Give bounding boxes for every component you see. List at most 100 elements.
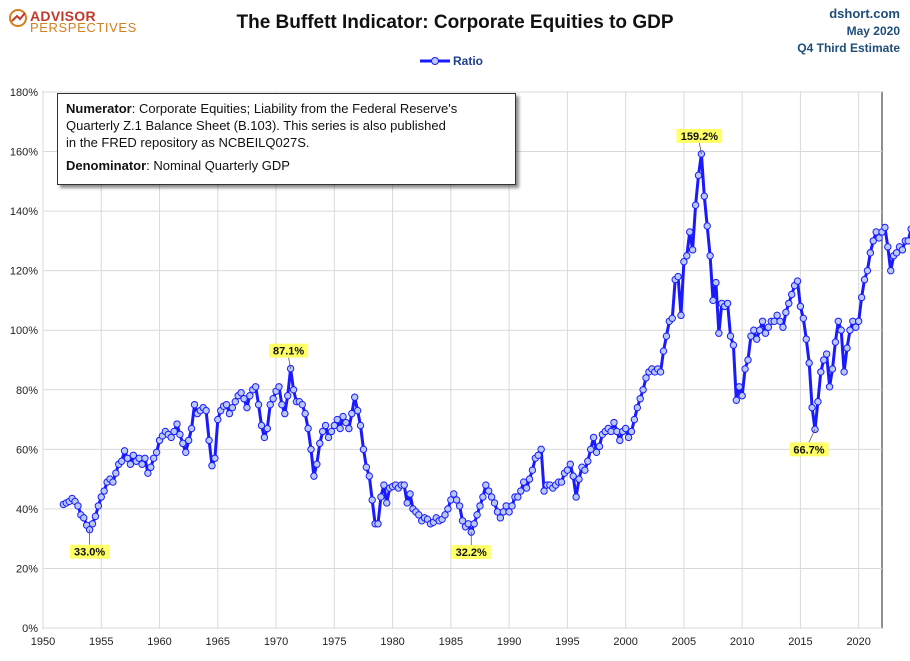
data-point [668,314,676,323]
data-point [351,393,359,401]
data-point [787,290,796,299]
data-point [444,505,452,513]
data-point [785,299,793,308]
data-point [333,415,341,424]
x-tick-label: 1950 [31,636,55,648]
callout-label: 33.0% [74,547,105,559]
logo-icon [9,9,27,27]
data-point [854,317,863,325]
data-point [586,445,595,454]
data-point [231,397,239,406]
data-point [846,326,854,334]
x-tick-label: 1955 [89,636,113,648]
data-point [662,332,671,340]
data-point [793,277,802,285]
data-point [324,433,333,442]
data-point [184,436,193,445]
data-point [729,341,738,349]
logo-text-primary: ADVISOR [30,8,96,24]
data-point [240,395,248,403]
data-point [572,493,580,501]
data-point [680,258,688,266]
callout-label: 66.7% [793,444,824,456]
x-tick-label: 2000 [613,636,637,648]
data-point [187,424,196,433]
y-axis: 0% 20% 40% 60% 80% 100% 120% 140% 160% 180% [10,87,38,635]
data-point [339,412,347,421]
data-point [251,383,260,391]
data-point [281,409,289,418]
data-point [356,421,365,430]
data-point [863,266,872,275]
data-point [735,383,743,391]
data-point [904,237,910,245]
data-point [642,374,650,382]
data-point [834,317,843,325]
data-point [808,403,816,412]
data-point [342,418,350,427]
data-point [659,347,668,355]
data-point [260,433,269,442]
callout-box [451,545,491,560]
data-point [776,317,784,325]
numerator-label: Numerator [66,101,132,116]
data-point [887,266,895,275]
data-point [120,447,129,455]
data-point [616,436,624,445]
data-point [802,335,810,343]
data-point [753,335,761,343]
data-point [755,326,764,334]
data-point [97,493,105,501]
data-point [348,409,356,418]
data-point [764,323,773,331]
data-point [100,487,108,495]
data-point [473,511,481,519]
data-point [566,460,574,468]
y-tick-label: 100% [10,325,38,337]
data-point [167,433,175,442]
data-point [820,356,828,364]
data-point [811,425,819,434]
numerator-text-2: Quarterly Z.1 Balance Sheet (B.103). Thi… [66,118,446,133]
data-point [91,512,100,521]
data-point [610,418,618,427]
data-point [170,427,178,436]
data-point [496,514,505,522]
x-tick-label: 2015 [788,636,812,648]
callout-label: 32.2% [456,547,487,559]
data-point [275,383,283,391]
callout-leader [288,357,292,369]
data-point [656,368,665,376]
data-point [321,421,330,430]
callout-leader [698,142,702,155]
data-point [738,392,746,400]
callout-box [676,128,723,143]
estimate-note: Q4 Third Estimate [797,41,900,55]
data-point [246,392,254,400]
data-point [633,403,641,412]
y-tick-label: 40% [16,504,38,516]
data-point [534,451,542,459]
data-point [479,493,487,501]
data-point [825,383,834,391]
data-point [126,460,135,468]
data-point [129,451,138,459]
data-point [528,466,537,474]
data-point [289,386,298,394]
data-point [353,406,362,415]
chart-title: The Buffett Indicator: Corporate Equitie… [236,12,674,33]
data-point [450,490,458,498]
data-point [519,478,528,486]
data-point [243,403,251,412]
data-point [677,311,685,320]
data-point [298,400,306,409]
data-point [182,448,190,457]
data-point [269,395,277,403]
data-point [144,469,152,477]
data-point [726,332,735,340]
data-point [482,481,490,489]
data-point [639,386,647,394]
data-point [822,350,831,358]
data-point [415,511,423,519]
x-tick-label: 1975 [322,636,346,648]
